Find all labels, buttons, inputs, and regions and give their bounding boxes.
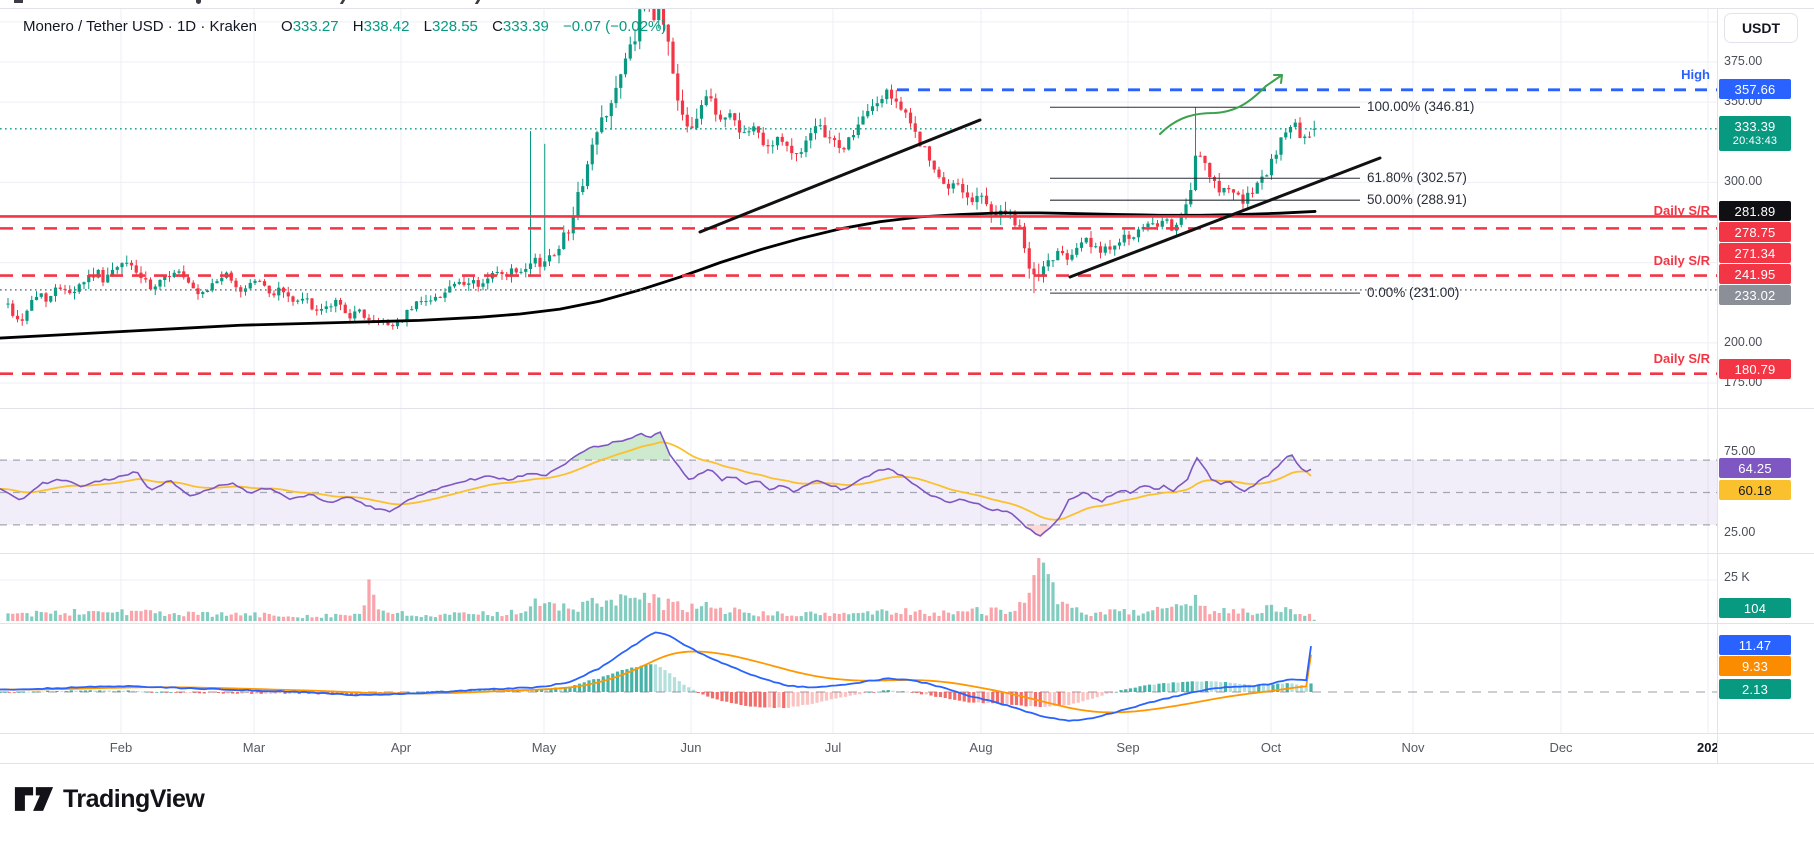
trendline-2 — [1068, 156, 1382, 279]
clipped-text-fragment — [196, 0, 201, 4]
change-value: −0.07 (−0.02%) — [562, 18, 667, 35]
sr-badge-180: 180.79 — [1719, 359, 1791, 379]
volume-tick-25k: 25 K — [1724, 570, 1750, 584]
sr-badge-271: 271.34 — [1719, 243, 1791, 263]
high-line-label[interactable]: High — [1681, 67, 1710, 82]
chart-top-border — [0, 8, 1814, 9]
daily-sr-label-3[interactable]: Daily S/R — [1653, 351, 1710, 366]
daily-sr-label-1[interactable]: Daily S/R — [1653, 203, 1710, 218]
symbol-title: Monero / Tether USD · 1D · Kraken — [23, 18, 258, 35]
time-axis-label-apr: Apr — [390, 740, 412, 755]
time-axis-label-aug: Aug — [969, 740, 993, 755]
gray-level-badge: 233.02 — [1719, 285, 1791, 305]
macd-signal-badge: 9.33 — [1719, 656, 1791, 676]
ma-value-badge: 281.89 — [1719, 201, 1791, 221]
sr-badge-278: 278.75 — [1719, 222, 1791, 242]
candles — [6, 9, 1316, 330]
daily-sr-label-2[interactable]: Daily S/R — [1653, 253, 1710, 268]
clipped-text-fragment — [14, 0, 23, 3]
chart-bottom-border — [0, 763, 1814, 764]
time-axis-label-jul: Jul — [824, 740, 842, 755]
volume-value-badge: 104 — [1719, 598, 1791, 618]
fib-label-0[interactable]: 0.00% (231.00) — [1367, 285, 1460, 300]
rsi-tick-25: 25.00 — [1724, 525, 1756, 539]
price-tick-200: 200.00 — [1724, 335, 1763, 349]
trendline-1 — [698, 118, 982, 234]
currency-toggle-button[interactable]: USDT — [1724, 13, 1798, 43]
macd-hist-badge: 2.13 — [1719, 679, 1791, 699]
rsi-ma-value-badge: 60.18 — [1719, 480, 1791, 500]
time-axis-label-jun: Jun — [680, 740, 702, 755]
candle-countdown: 20:43:43 — [1732, 134, 1778, 147]
fib-label-100[interactable]: 100.00% (346.81) — [1367, 99, 1475, 114]
time-axis-label-feb: Feb — [109, 740, 133, 755]
time-axis-label-nov: Nov — [1401, 740, 1425, 755]
tradingview-logo-text: TradingView — [63, 784, 205, 813]
rsi-value-badge: 64.25 — [1719, 458, 1791, 478]
annotation-arrow — [1159, 74, 1283, 135]
time-axis[interactable]: Feb Mar Apr May Jun Jul Aug Sep Oct Nov Dec 202 — [0, 740, 1717, 762]
time-axis-label-dec: Dec — [1549, 740, 1573, 755]
time-axis-label-oct: Oct — [1260, 740, 1282, 755]
price-tick-375: 375.00 — [1724, 54, 1763, 68]
macd-value-badge: 11.47 — [1719, 635, 1791, 655]
time-axis-label-sep: Sep — [1116, 740, 1140, 755]
volume-bars — [6, 558, 1316, 621]
pane-separator-macd[interactable] — [0, 623, 1814, 624]
pane-separator-rsi[interactable] — [0, 408, 1814, 409]
time-axis-label-mar: Mar — [242, 740, 266, 755]
rsi-tick-75: 75.00 — [1724, 444, 1756, 458]
fib-label-50[interactable]: 50.00% (288.91) — [1367, 192, 1467, 207]
last-price-badge: 333.39 20:43:43 — [1719, 116, 1791, 151]
ohlc-values: O333.27 H338.42 L328.55 C333.39 −0.07 (−… — [281, 18, 667, 35]
tradingview-logo-icon — [14, 787, 54, 811]
fib-label-618[interactable]: 61.80% (302.57) — [1367, 170, 1467, 185]
time-axis-label-may: May — [531, 740, 557, 755]
tradingview-logo[interactable]: TradingView — [14, 784, 205, 814]
price-scale-border — [1717, 8, 1718, 763]
price-tick-300: 300.00 — [1724, 174, 1763, 188]
time-axis-label-year: 202 — [1697, 740, 1717, 755]
pane-separator-volume[interactable] — [0, 553, 1814, 554]
sr-badge-241: 241.95 — [1719, 264, 1791, 284]
symbol-legend[interactable]: Monero / Tether USD · 1D · Kraken O333.2… — [23, 18, 666, 35]
high-price-badge: 357.66 — [1719, 79, 1791, 99]
time-axis-top-border — [0, 733, 1814, 734]
